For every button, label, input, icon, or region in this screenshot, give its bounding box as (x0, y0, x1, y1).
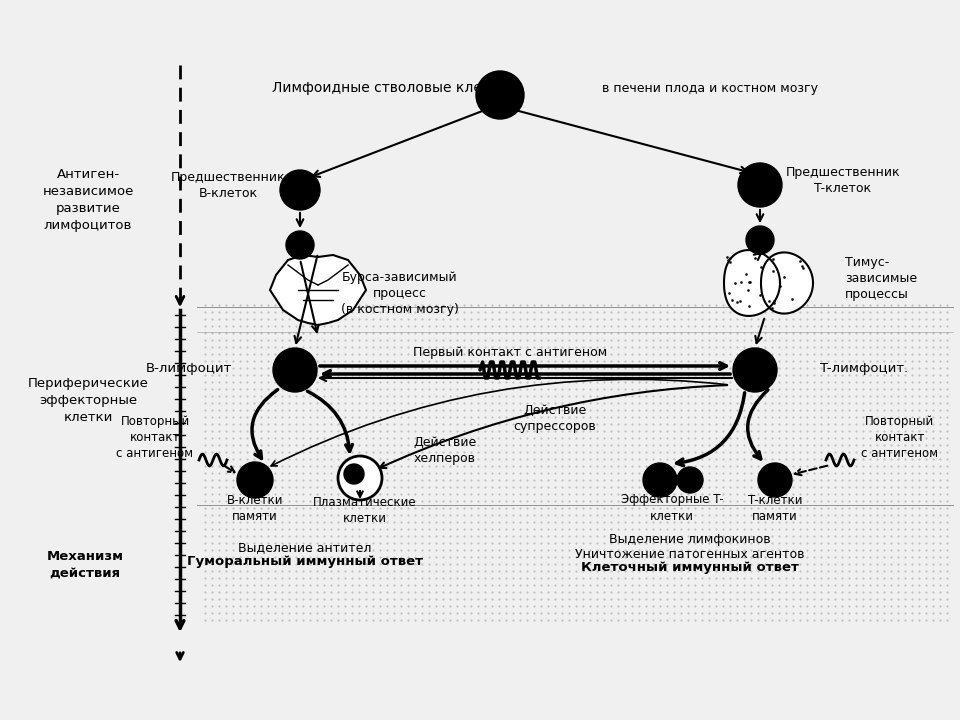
Text: Периферические
эффекторные
клетки: Периферические эффекторные клетки (28, 377, 149, 423)
Text: Плазматические
клетки: Плазматические клетки (313, 495, 417, 524)
Text: в печени плода и костном мозгу: в печени плода и костном мозгу (602, 81, 818, 94)
Bar (195, 0, 955, 300)
Text: Эффекторные T-
клетки: Эффекторные T- клетки (620, 493, 724, 523)
Text: Предшественник
T-клеток: Предшественник T-клеток (785, 166, 900, 194)
Text: Уничтожение патогенных агентов: Уничтожение патогенных агентов (575, 547, 804, 560)
Circle shape (738, 163, 782, 207)
Circle shape (746, 226, 774, 254)
Circle shape (286, 231, 314, 259)
Text: Действие
хелперов: Действие хелперов (414, 436, 476, 464)
Circle shape (476, 71, 524, 119)
Text: Первый контакт с антигеном: Первый контакт с антигеном (413, 346, 607, 359)
Text: Клеточный иммунный ответ: Клеточный иммунный ответ (581, 562, 799, 575)
Text: Бурса-зависимый
процесс
(в костном мозгу): Бурса-зависимый процесс (в костном мозгу… (341, 271, 459, 315)
Text: Повторный
контакт
с антигеном: Повторный контакт с антигеном (116, 415, 194, 459)
Text: Антиген-
независимое
развитие
лимфоцитов: Антиген- независимое развитие лимфоцитов (42, 168, 133, 232)
Text: B-лимфоцит: B-лимфоцит (146, 361, 232, 374)
Text: Механизм
действия: Механизм действия (46, 550, 124, 580)
Text: Тимус-
зависимые
процессы: Тимус- зависимые процессы (845, 256, 917, 300)
Text: Предшественник
B-клеток: Предшественник B-клеток (171, 171, 285, 199)
Polygon shape (761, 253, 813, 314)
Text: Выделение антител: Выделение антител (238, 541, 372, 554)
Text: T-клетки
памяти: T-клетки памяти (748, 493, 803, 523)
Text: T-лимфоцит.: T-лимфоцит. (820, 361, 908, 374)
Text: Действие
супрессоров: Действие супрессоров (514, 403, 596, 433)
Text: Лимфоидные стволовые клетки: Лимфоидные стволовые клетки (273, 81, 508, 95)
Polygon shape (270, 255, 366, 325)
Circle shape (237, 462, 273, 498)
Polygon shape (724, 250, 780, 316)
Circle shape (677, 467, 703, 493)
Text: Повторный
контакт
с антигеном: Повторный контакт с антигеном (861, 415, 939, 459)
Circle shape (733, 348, 777, 392)
Text: Выделение лимфокинов: Выделение лимфокинов (610, 534, 771, 546)
Circle shape (273, 348, 317, 392)
Circle shape (280, 170, 320, 210)
Text: Гуморальный иммунный ответ: Гуморальный иммунный ответ (187, 556, 423, 569)
Circle shape (338, 456, 382, 500)
Text: B-клетки
памяти: B-клетки памяти (227, 493, 283, 523)
Circle shape (344, 464, 364, 484)
Circle shape (758, 463, 792, 497)
Circle shape (643, 463, 677, 497)
